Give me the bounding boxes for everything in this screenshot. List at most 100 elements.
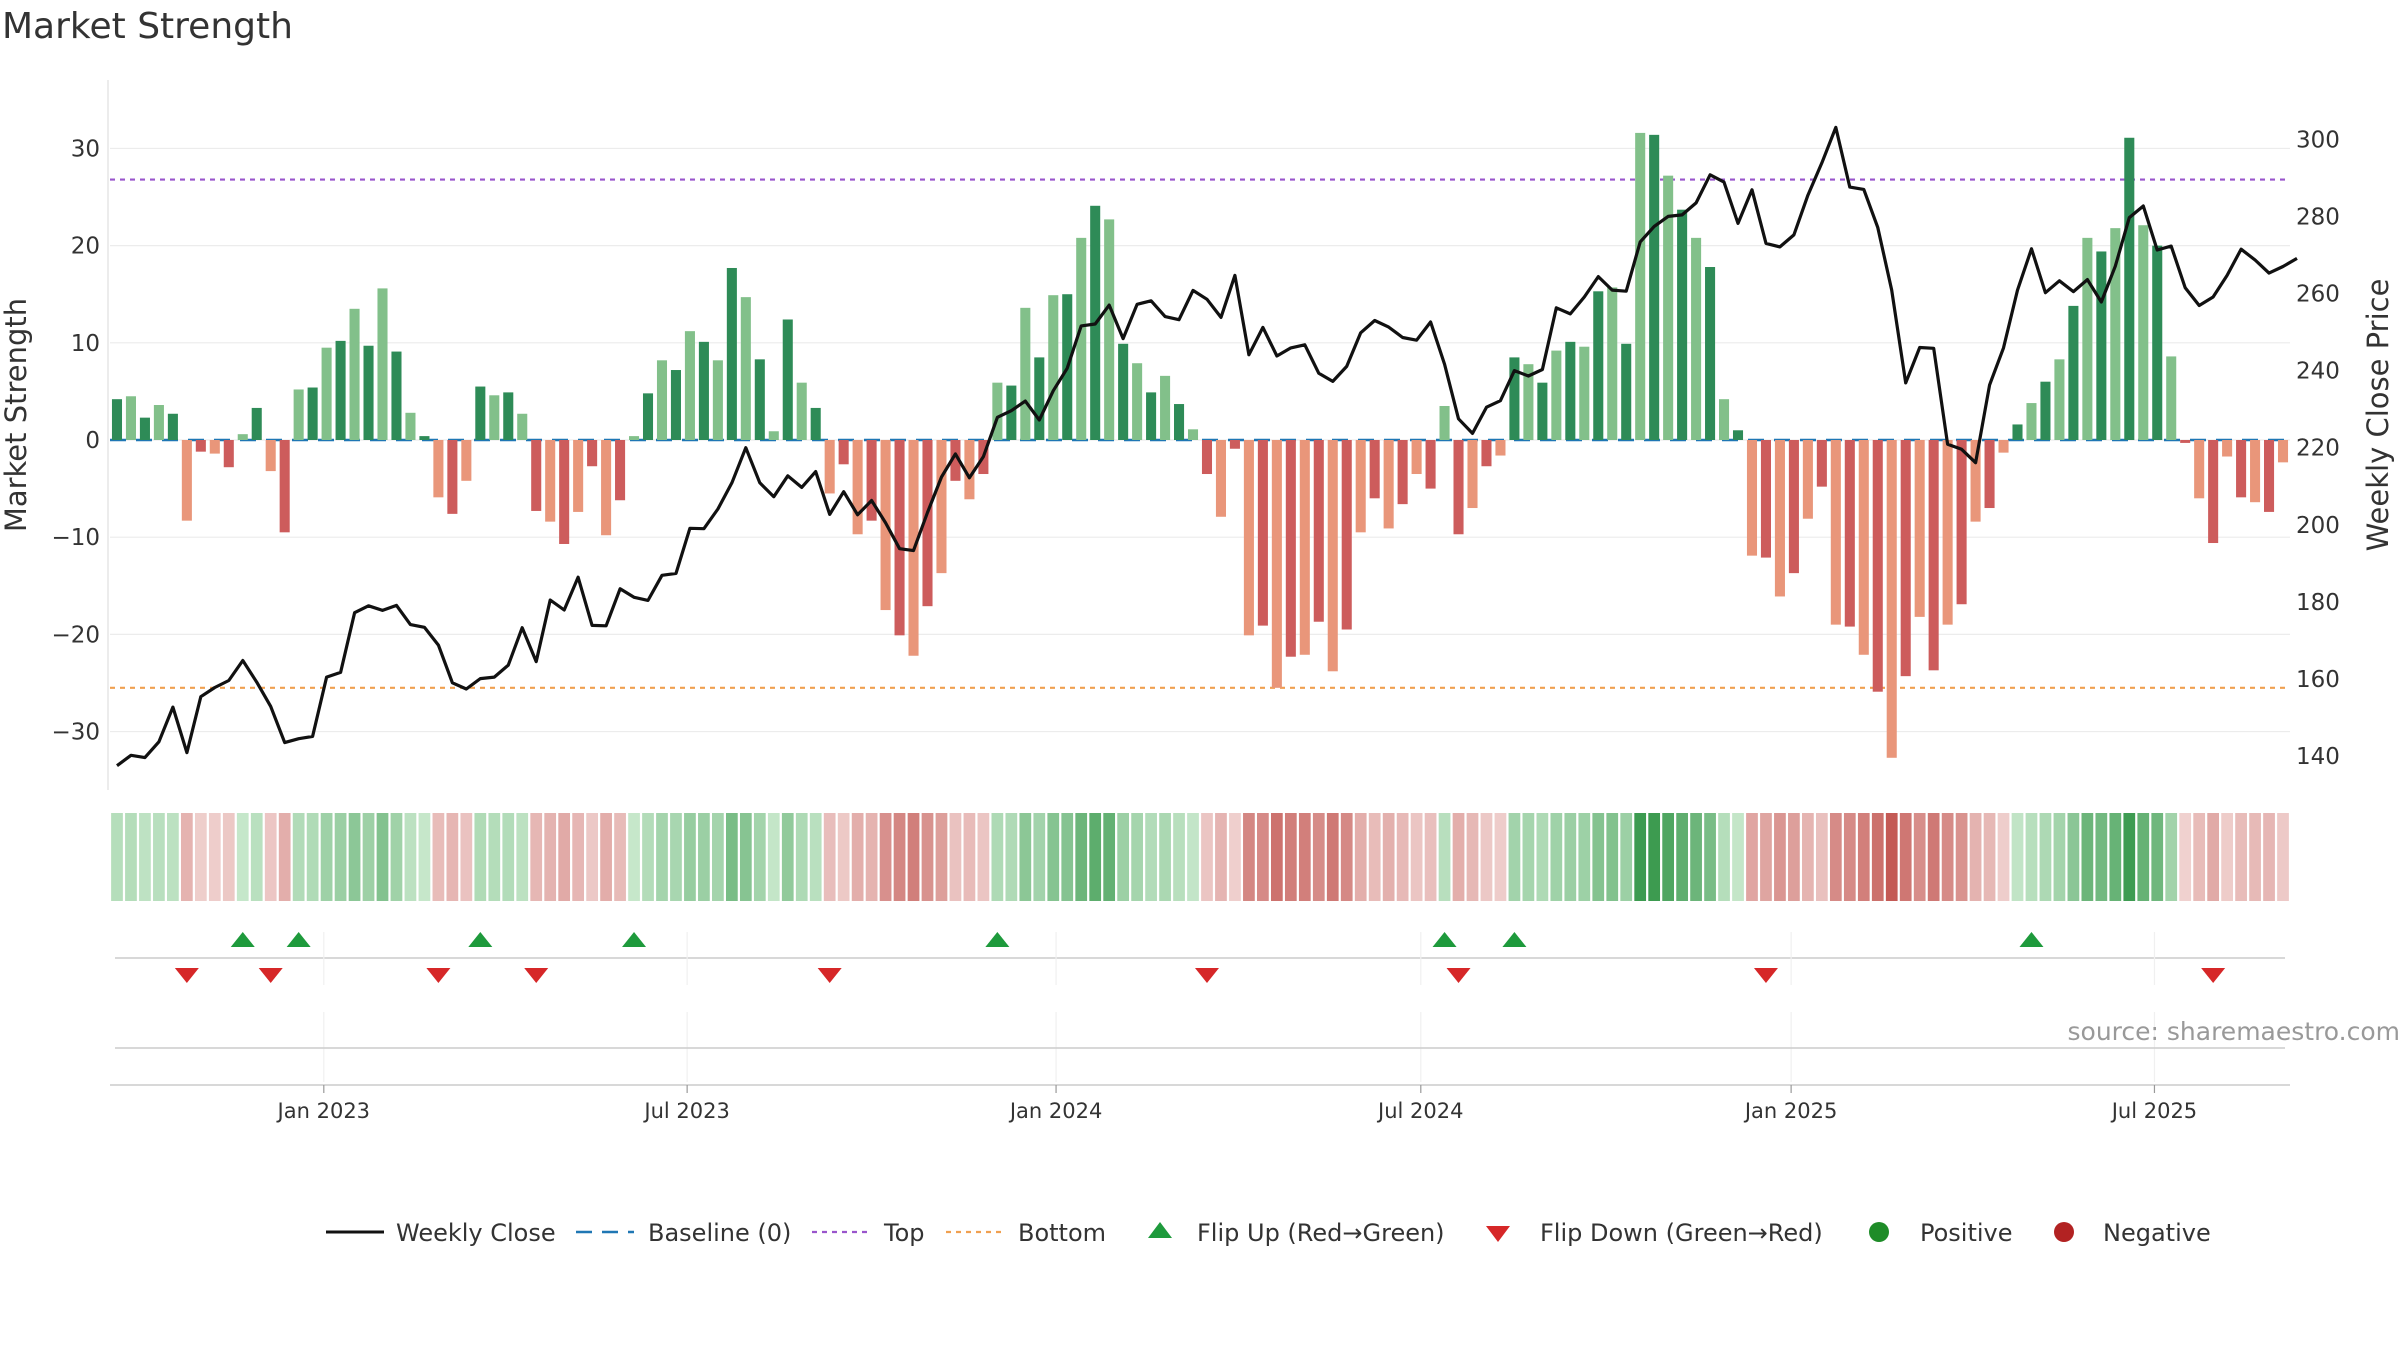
strength-bar: [251, 407, 262, 440]
strength-bar: [1397, 440, 1408, 505]
y2-tick-label: 280: [2296, 204, 2340, 230]
heat-cell: [1550, 813, 1563, 901]
heat-cell: [2039, 813, 2052, 901]
heat-cell: [1871, 813, 1884, 901]
strength-bar: [139, 417, 150, 440]
strength-bar: [1076, 237, 1087, 440]
heat-cell: [2207, 813, 2220, 901]
strength-bar: [1327, 440, 1338, 672]
heat-cell: [1760, 813, 1772, 901]
strength-bar: [992, 382, 1003, 440]
strength-bar: [461, 440, 472, 481]
heat-cell: [698, 813, 710, 901]
strength-bar: [1732, 430, 1744, 440]
strength-bar: [1635, 132, 1646, 440]
strength-bar: [111, 399, 123, 440]
strength-bar: [1928, 440, 1939, 671]
heat-cell: [446, 813, 459, 901]
strength-bar: [1006, 385, 1017, 440]
strength-bar: [1439, 405, 1450, 440]
flip-down-marker: [426, 968, 451, 983]
legend-label: Top: [883, 1219, 925, 1247]
strength-bar: [363, 345, 374, 440]
heat-cell: [1788, 813, 1800, 901]
y-tick-label: 30: [71, 136, 100, 162]
strength-bar: [1034, 357, 1045, 440]
heat-cell: [2221, 813, 2233, 901]
heat-cell: [586, 813, 598, 901]
strength-bar: [1215, 440, 1226, 517]
heat-cell: [1508, 813, 1521, 901]
heat-cell: [1648, 813, 1661, 901]
heat-cell: [1969, 813, 1982, 901]
heat-cell: [2179, 813, 2192, 901]
heat-cell: [795, 813, 808, 901]
heat-cell: [1424, 813, 1437, 901]
strength-bar: [1229, 440, 1240, 449]
heat-cell: [823, 813, 836, 901]
reference-lines: [110, 178, 2290, 689]
heat-cell: [1326, 813, 1339, 901]
heat-cell: [1592, 813, 1605, 901]
strength-bar: [1383, 440, 1394, 529]
strength-bar: [335, 340, 346, 440]
strength-bar: [447, 440, 458, 514]
strength-bar: [2236, 440, 2247, 498]
heat-cell: [1634, 813, 1647, 901]
strength-bar: [1579, 346, 1590, 440]
heat-cell: [684, 813, 696, 901]
heat-cell: [1410, 813, 1423, 901]
heat-cell: [753, 813, 766, 901]
heat-cell: [1103, 813, 1116, 901]
heat-cell: [1131, 813, 1143, 901]
strength-bar: [1649, 134, 1660, 440]
heat-cell: [167, 813, 179, 901]
strength-bar: [1593, 291, 1604, 440]
strength-bar: [2194, 440, 2205, 499]
heat-cell: [544, 813, 557, 901]
heat-cell: [991, 813, 1004, 901]
heat-cell: [1270, 813, 1283, 901]
strength-bar: [1942, 440, 1953, 625]
legend-label: Positive: [1920, 1219, 2013, 1247]
date-axis: Jan 2023 Jul 2023 Jan 2024 Jul 2024 Jan 2025…: [110, 1084, 2290, 1123]
heat-cell: [1257, 813, 1269, 901]
heat-cell: [1494, 813, 1507, 901]
heat-cell: [390, 813, 403, 901]
strength-bar: [2250, 440, 2261, 503]
strength-bar: [1663, 175, 1674, 440]
strength-bar: [321, 347, 332, 440]
strength-heatmap-strip: [111, 813, 2289, 901]
axis-labels: Market Strength Weekly Close Price: [0, 279, 2395, 552]
heat-cell: [1578, 813, 1591, 901]
heat-cell: [670, 813, 682, 901]
strength-bar: [810, 407, 821, 440]
heat-cell: [1913, 813, 1926, 901]
heat-cell: [1843, 813, 1856, 901]
y2-tick-label: 260: [2296, 282, 2340, 308]
heat-cell: [907, 813, 920, 901]
heat-cell: [1955, 813, 1968, 901]
strength-bar: [1677, 209, 1688, 440]
heat-cell: [516, 813, 529, 901]
heat-cell: [1298, 813, 1311, 901]
flip-up-marker: [230, 932, 255, 947]
heat-cell: [111, 813, 123, 901]
heat-cell: [208, 813, 221, 901]
strength-bar: [1551, 350, 1562, 440]
date-tick-label: Jul 2025: [2110, 1099, 2197, 1123]
strength-bar: [684, 331, 695, 440]
strength-bar: [754, 359, 765, 440]
strength-bar: [2180, 440, 2191, 443]
heat-cell: [2109, 813, 2122, 901]
heat-cell: [1690, 813, 1702, 901]
strength-bar: [1970, 440, 1981, 522]
heat-cell: [1746, 813, 1758, 901]
flip-up-marker: [286, 932, 311, 947]
heat-cell: [460, 813, 473, 901]
strength-bar: [1285, 440, 1296, 657]
strength-bar: [1201, 440, 1213, 475]
strength-bar: [1369, 440, 1380, 499]
strength-bar: [1844, 440, 1855, 627]
strength-bar: [796, 382, 807, 440]
